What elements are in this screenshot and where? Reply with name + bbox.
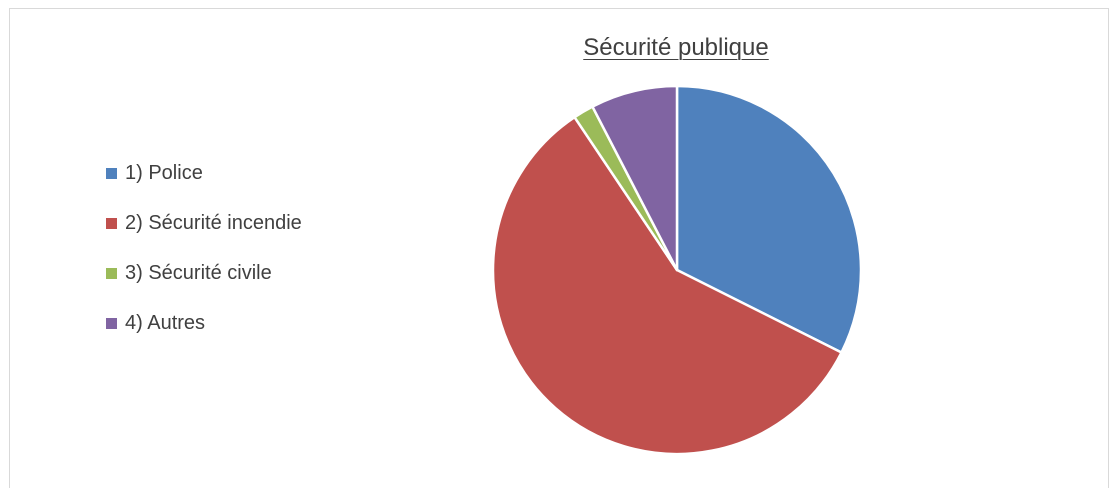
legend-swatch-police — [106, 168, 117, 179]
pie-slice-police — [675, 84, 863, 354]
legend-label-securite-civile: 3) Sécurité civile — [125, 262, 272, 284]
legend-item-securite-incendie: 2) Sécurité incendie — [106, 210, 302, 260]
legend-swatch-securite-incendie — [106, 218, 117, 229]
legend-swatch-securite-civile — [106, 268, 117, 279]
pie-slices — [491, 84, 863, 456]
legend: 1) Police 2) Sécurité incendie 3) Sécuri… — [106, 160, 302, 360]
legend-label-securite-incendie: 2) Sécurité incendie — [125, 212, 302, 234]
legend-item-securite-civile: 3) Sécurité civile — [106, 260, 302, 310]
pie-slice-securite-incendie — [491, 115, 843, 456]
pie-chart — [491, 84, 863, 456]
legend-item-autres: 4) Autres — [106, 310, 302, 360]
legend-label-autres: 4) Autres — [125, 312, 206, 334]
pie-slice-autres — [591, 84, 679, 272]
legend-item-police: 1) Police — [106, 160, 302, 210]
legend-label-police: 1) Police — [125, 162, 203, 184]
legend-swatch-autres — [106, 318, 117, 329]
chart-title: Sécurité publique — [583, 34, 769, 61]
